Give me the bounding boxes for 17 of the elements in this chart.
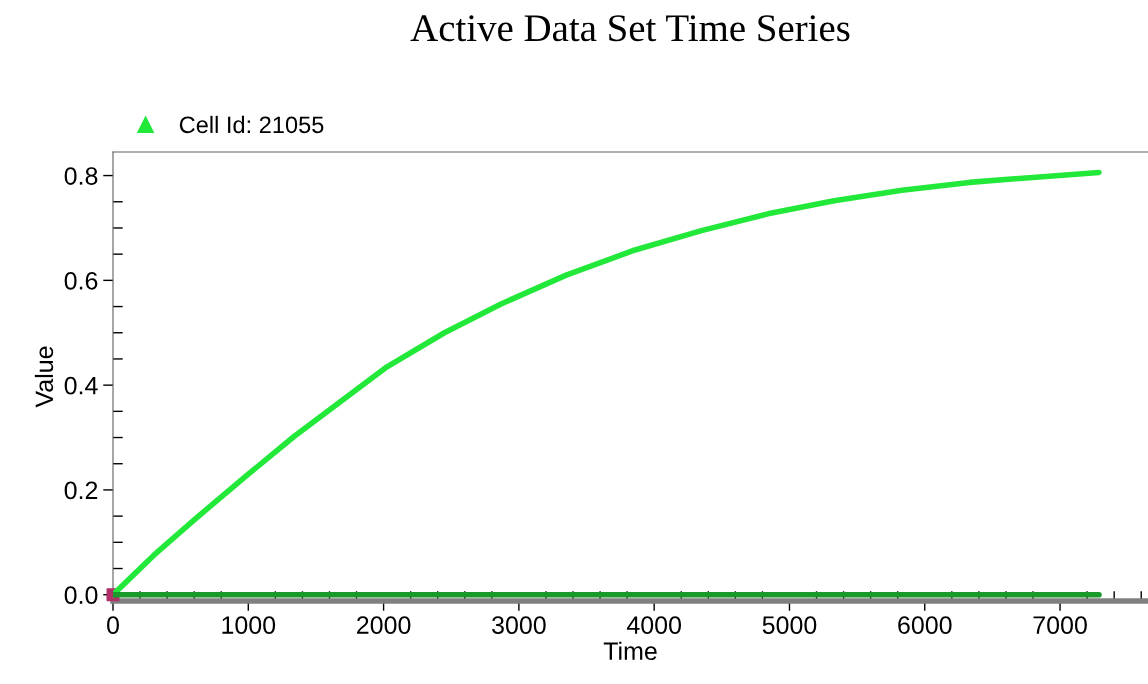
y-axis-title: Value [34, 346, 54, 408]
x-tick-label: 0 [107, 616, 119, 634]
x-tick-label: 5000 [762, 616, 817, 634]
x-tick-label: 3000 [492, 616, 546, 634]
x-axis-title: Time [603, 641, 657, 661]
x-tick-label: 1000 [222, 616, 276, 634]
y-tick-label: 0.2 [64, 481, 98, 500]
y-tick-label: 0.6 [64, 271, 98, 290]
y-tick-label: 0.8 [64, 167, 98, 185]
y-tick-label: 0.0 [64, 586, 98, 605]
y-tick-label: 0.4 [64, 376, 98, 395]
legend-label: Cell Id: 21055 [179, 115, 324, 134]
x-tick-label: 4000 [626, 616, 682, 634]
chart-title: Active Data Set Time Series [410, 15, 850, 42]
x-tick-label: 7000 [1033, 616, 1087, 634]
x-tick-label: 6000 [898, 616, 952, 634]
x-tick-label: 2000 [357, 616, 411, 634]
